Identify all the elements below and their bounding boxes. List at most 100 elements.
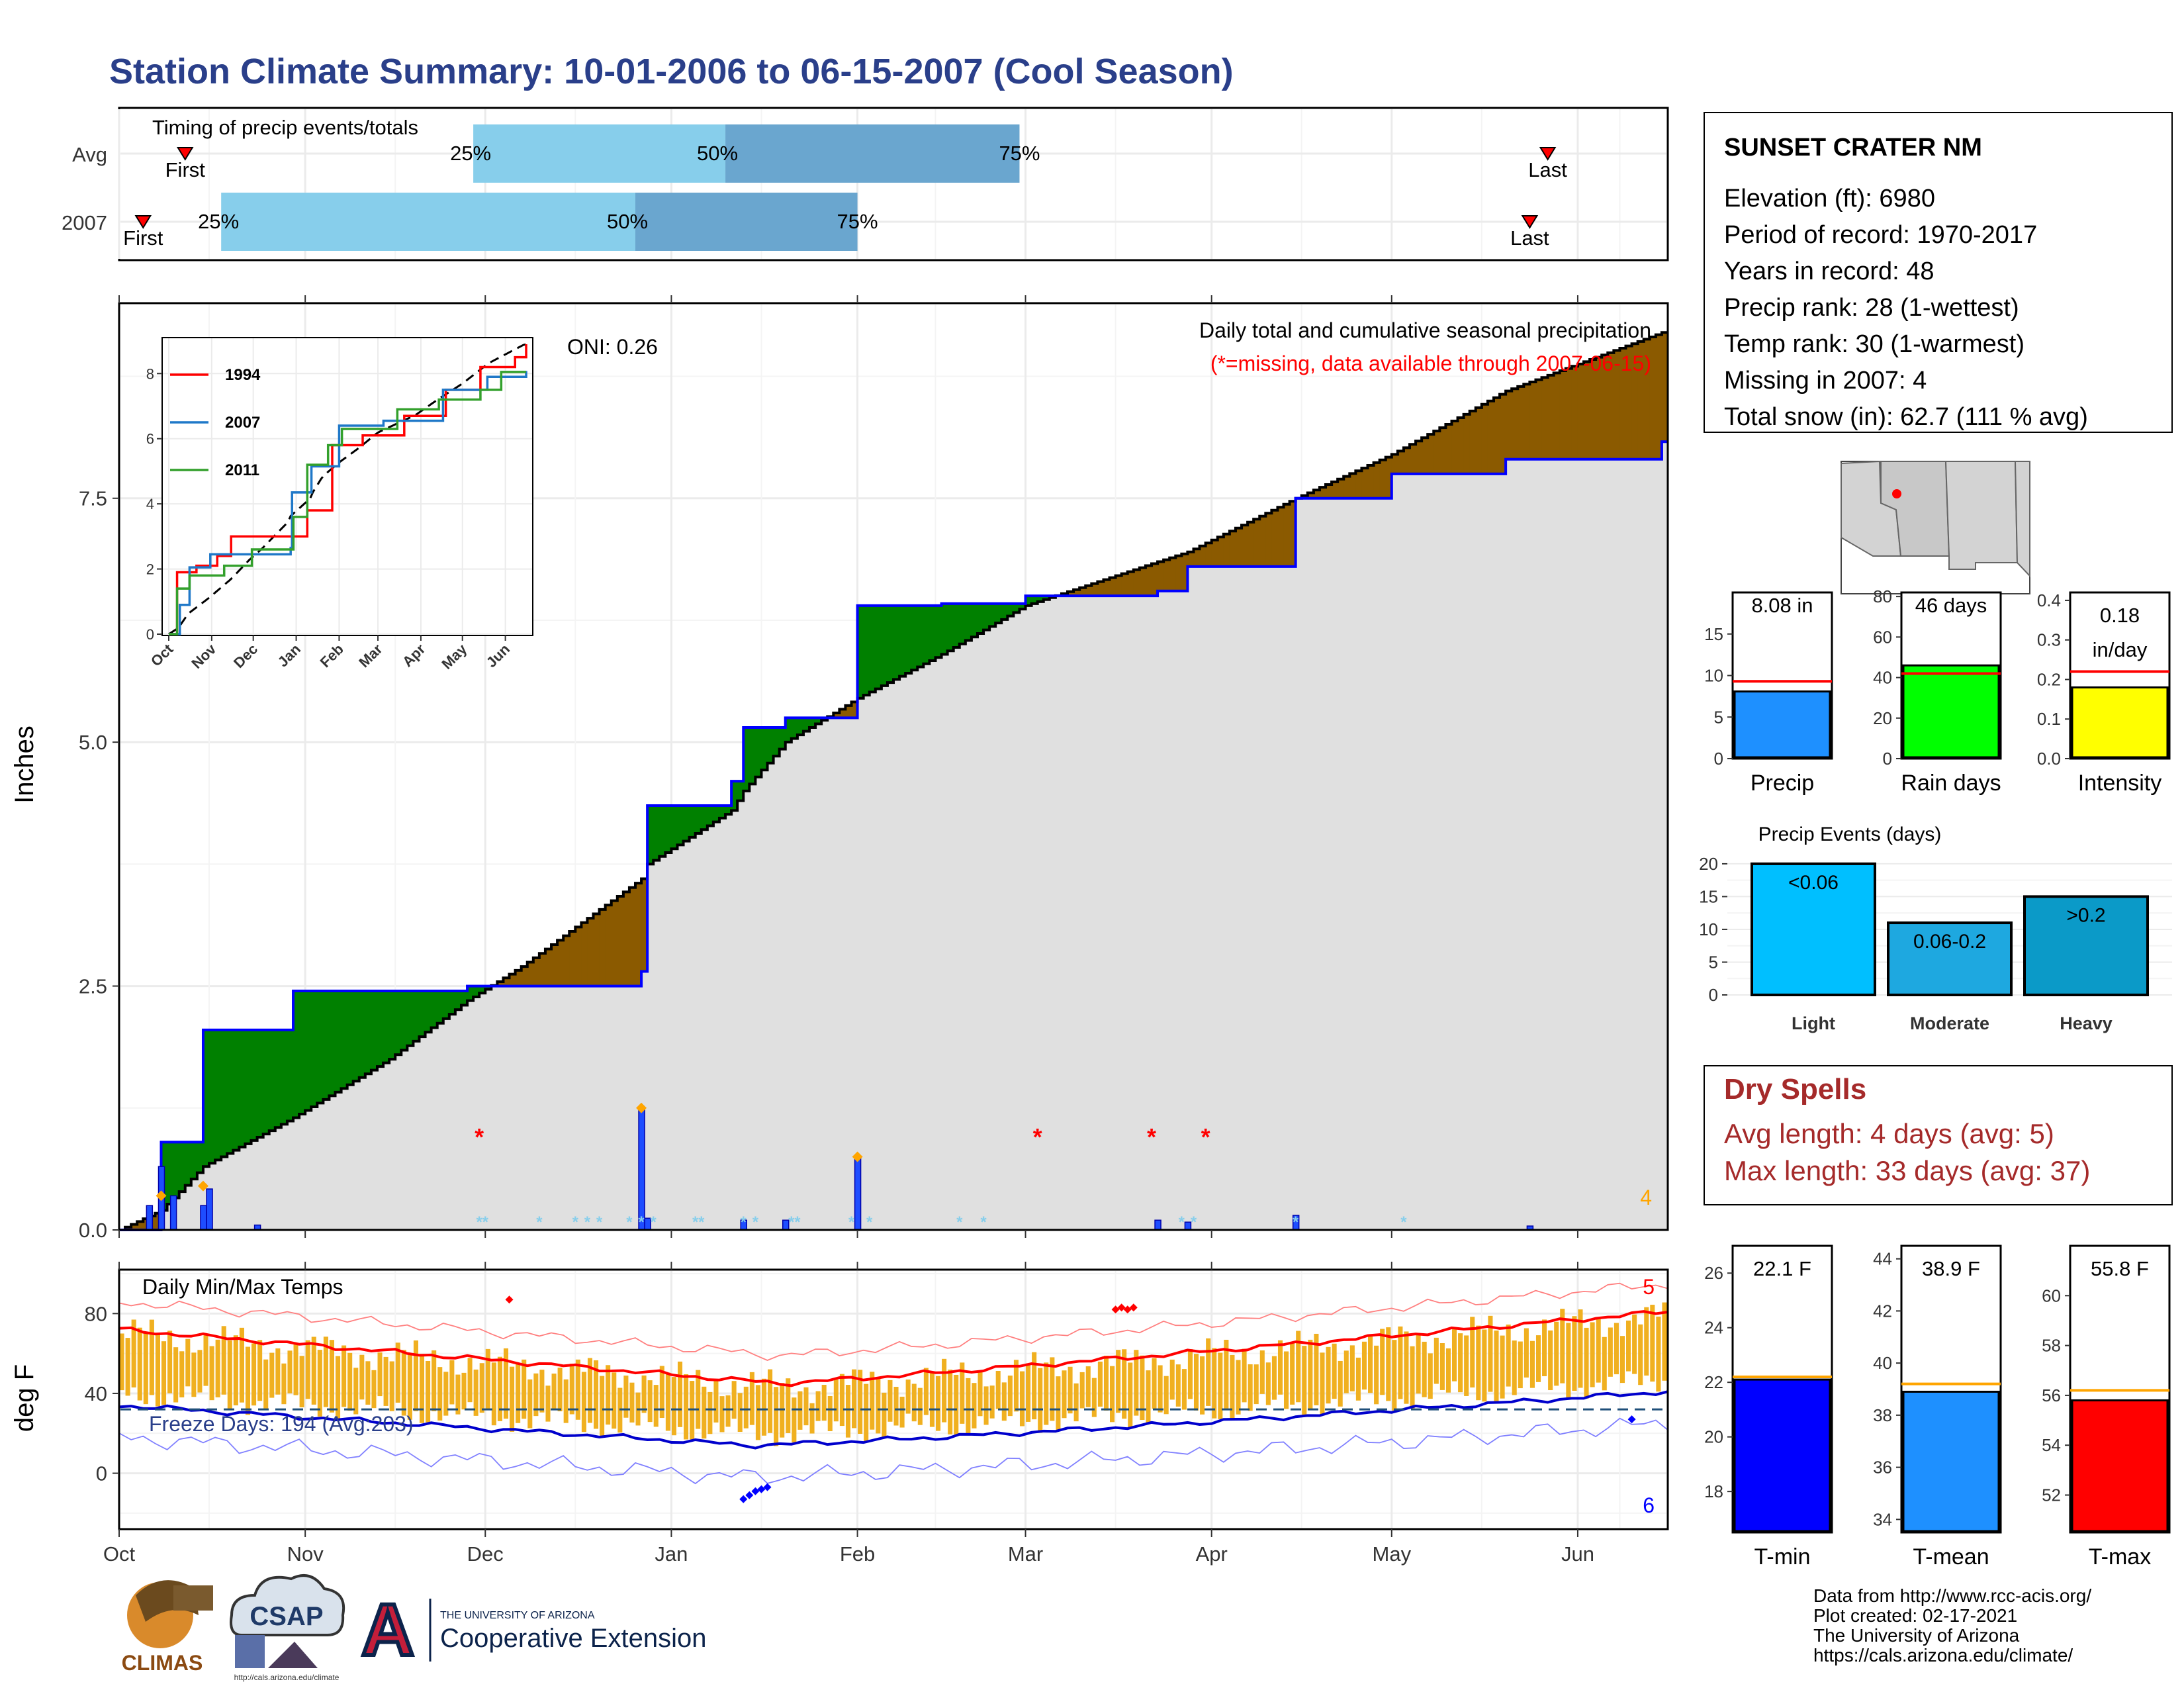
- surplus-area: [881, 605, 888, 686]
- deficit-area: [593, 914, 600, 986]
- surplus-area: [365, 990, 372, 1074]
- daily-temp-bar: [275, 1348, 281, 1395]
- record-high-marker: [505, 1295, 514, 1304]
- temp-summary-tick-label: 42: [1873, 1301, 1892, 1321]
- info-temp-rank: Temp rank: 30 (1-warmest): [1724, 330, 2025, 358]
- surplus-area: [869, 605, 876, 692]
- daily-temp-bar: [1296, 1331, 1301, 1403]
- csap-logo: CSAP http://cals.arizona.edu/climate: [230, 1574, 345, 1682]
- daily-temp-bar: [1110, 1366, 1115, 1423]
- daily-temp-bar: [365, 1361, 371, 1405]
- daily-temp-bar: [1169, 1359, 1175, 1400]
- surplus-area: [419, 990, 426, 1037]
- deficit-area: [833, 712, 840, 718]
- temp-summary-tick-label: 22: [1704, 1372, 1723, 1392]
- daily-temp-bar: [395, 1342, 400, 1403]
- surplus-area: [461, 990, 468, 1006]
- deficit-area: [539, 953, 546, 986]
- daily-temp-bar: [1103, 1356, 1109, 1411]
- precip-areas: [119, 331, 1668, 1231]
- daily-temp-bar: [1548, 1330, 1553, 1391]
- first-event-label: First: [123, 226, 163, 250]
- daily-temp-bar: [1091, 1378, 1097, 1417]
- daily-temp-bar: [839, 1374, 844, 1427]
- deficit-area: [1649, 337, 1657, 459]
- surplus-area: [473, 986, 480, 997]
- deficit-area: [1637, 341, 1645, 459]
- surplus-area: [257, 1029, 264, 1137]
- daily-temp-bar: [1518, 1341, 1523, 1389]
- daily-temp-bar: [1218, 1352, 1223, 1419]
- event-bar-moderate: [1887, 921, 2013, 996]
- deficit-area: [1175, 555, 1182, 591]
- csap-bars-icon: [235, 1635, 265, 1668]
- deficit-area: [1103, 579, 1111, 596]
- deficit-area: [1068, 591, 1074, 596]
- surplus-area: [749, 727, 756, 784]
- deficit-area: [1085, 585, 1092, 596]
- deficit-area: [1265, 513, 1272, 567]
- surplus-area: [431, 990, 438, 1028]
- event-bar-light: [1751, 862, 1876, 997]
- deficit-area: [557, 940, 564, 986]
- record-high-marker: [1123, 1305, 1132, 1314]
- surplus-area: [185, 1142, 192, 1186]
- daily-temp-bar: [1554, 1321, 1559, 1386]
- daily-temp-bar: [1500, 1335, 1505, 1399]
- dry-spells-max: Max length: 33 days (avg: 37): [1724, 1155, 2090, 1186]
- daily-temp-bar: [983, 1386, 989, 1425]
- daily-temp-bar: [299, 1356, 304, 1407]
- map-state-far-east: [2014, 461, 2030, 578]
- deficit-area: [1631, 344, 1639, 459]
- surplus-area: [167, 1142, 174, 1205]
- deficit-area: [1127, 571, 1134, 596]
- daily-temp-bar: [449, 1360, 455, 1405]
- daily-temp-bar: [336, 1356, 341, 1421]
- inset-y-tick-label: 4: [146, 496, 154, 512]
- daily-temp-bar: [191, 1352, 197, 1397]
- daily-temp-bar: [1290, 1342, 1295, 1405]
- temp-content: [118, 1271, 1668, 1528]
- snow-day-marker: *: [638, 1213, 645, 1231]
- daily-temp-bar: [185, 1338, 191, 1387]
- deficit-area: [629, 887, 636, 986]
- daily-temp-bar: [473, 1369, 478, 1416]
- daily-temp-bar: [1122, 1349, 1127, 1419]
- missing-data-marker: *: [1201, 1123, 1210, 1150]
- deficit-area: [1403, 447, 1410, 474]
- daily-precip-bar: [206, 1188, 213, 1231]
- temp-summary-tick-label: 36: [1873, 1458, 1892, 1477]
- daily-temp-bar: [1590, 1322, 1595, 1387]
- daily-temp-bar: [827, 1395, 833, 1432]
- first-event-marker: [134, 215, 152, 229]
- daily-temp-bar: [437, 1367, 443, 1421]
- daily-temp-bar: [1398, 1326, 1403, 1399]
- temp-x-tick-label: Apr: [1196, 1542, 1228, 1566]
- daily-temp-bar: [209, 1346, 214, 1401]
- summary-bar-fill: [2071, 686, 2169, 759]
- surplus-area: [923, 605, 931, 664]
- deficit-area: [1229, 531, 1236, 567]
- deficit-area: [1109, 577, 1116, 596]
- daily-temp-bar: [893, 1386, 899, 1426]
- surplus-area: [995, 603, 1002, 624]
- daily-temp-bar: [1332, 1343, 1337, 1399]
- daily-temp-bar: [155, 1334, 160, 1407]
- daily-temp-bar: [1175, 1364, 1181, 1407]
- inset-y-tick-label: 6: [146, 431, 154, 447]
- deficit-area: [1301, 495, 1308, 498]
- daily-temp-bar: [1193, 1354, 1199, 1411]
- daily-temp-bar: [882, 1392, 887, 1438]
- deficit-area: [1307, 492, 1314, 498]
- daily-temp-bar: [665, 1372, 670, 1431]
- daily-temp-bar: [527, 1379, 533, 1429]
- deficit-area: [623, 892, 630, 986]
- surplus-area: [239, 1029, 246, 1147]
- record-low-marker: [751, 1487, 760, 1495]
- dry-spells-frame: [1704, 1065, 2173, 1205]
- deficit-area: [503, 978, 510, 986]
- event-category-label: Light: [1792, 1013, 1835, 1033]
- daily-temp-bar: [432, 1350, 437, 1411]
- daily-temp-bar: [797, 1391, 803, 1430]
- surplus-area: [203, 1029, 210, 1167]
